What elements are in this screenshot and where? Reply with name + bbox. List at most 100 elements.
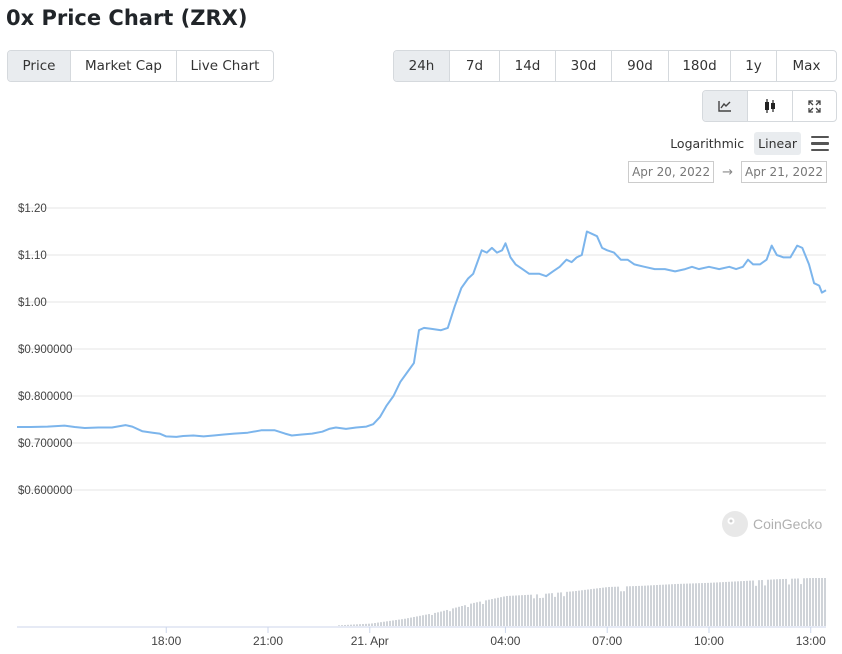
volume-bar xyxy=(626,586,628,626)
tab-market-cap[interactable]: Market Cap xyxy=(71,51,177,81)
volume-bar xyxy=(611,586,613,626)
hamburger-menu-icon[interactable] xyxy=(811,135,829,152)
volume-bar xyxy=(506,595,508,626)
volume-bar xyxy=(422,615,424,626)
date-from-input[interactable]: Apr 20, 2022 xyxy=(628,161,715,183)
candlestick-icon xyxy=(765,99,775,113)
range-14d[interactable]: 14d xyxy=(500,51,556,81)
volume-bar xyxy=(359,624,361,626)
volume-bar xyxy=(716,582,718,626)
axis-labels: $1.20 $1.10 $1.00 $0.900000 $0.800000 $0.7000… xyxy=(18,203,826,648)
tab-price[interactable]: Price xyxy=(8,51,71,81)
volume-bar xyxy=(428,614,430,626)
volume-bar xyxy=(620,591,622,626)
volume-bar xyxy=(398,619,400,626)
volume-bar xyxy=(818,578,820,626)
range-180d[interactable]: 180d xyxy=(669,51,731,81)
volume-bar xyxy=(800,584,802,626)
volume-bar xyxy=(638,585,640,626)
volume-bar xyxy=(371,623,373,626)
volume-bar xyxy=(788,584,790,626)
volume-bar xyxy=(527,594,529,626)
volume-bar xyxy=(368,623,370,626)
volume-bar xyxy=(341,625,343,626)
volume-bar xyxy=(785,578,787,626)
volume-bar xyxy=(380,622,382,626)
volume-bar xyxy=(671,584,673,626)
range-7d[interactable]: 7d xyxy=(450,51,500,81)
volume-bar xyxy=(659,584,661,626)
volume-bar xyxy=(629,586,631,626)
volume-bar xyxy=(602,587,604,626)
volume-bar xyxy=(668,584,670,626)
volume-bar xyxy=(746,580,748,626)
range-1y[interactable]: 1y xyxy=(731,51,777,81)
volume-bar xyxy=(383,621,385,626)
volume-bar xyxy=(461,605,463,626)
volume-bar xyxy=(815,578,817,626)
volume-bar xyxy=(440,611,442,626)
volume-bar xyxy=(782,579,784,626)
volume-bar xyxy=(569,591,571,626)
volume-bar xyxy=(425,614,427,626)
volume-bar xyxy=(713,582,715,626)
volume-bar xyxy=(743,580,745,626)
y-tick-label: $0.900000 xyxy=(18,344,72,356)
volume-bar xyxy=(749,580,751,626)
candlestick-button[interactable] xyxy=(748,91,793,121)
volume-bar xyxy=(806,578,808,626)
volume-bar xyxy=(650,585,652,626)
line-chart-button[interactable] xyxy=(703,91,748,121)
linear-toggle[interactable]: Linear xyxy=(754,132,801,155)
volume-bar xyxy=(710,582,712,626)
volume-bar xyxy=(722,582,724,626)
date-arrow: → xyxy=(722,164,733,180)
range-30d[interactable]: 30d xyxy=(556,51,612,81)
volume-bars xyxy=(338,578,826,626)
volume-bar xyxy=(791,578,793,626)
page-title: 0x Price Chart (ZRX) xyxy=(6,6,248,30)
volume-bar xyxy=(608,586,610,626)
x-tick-label: 18:00 xyxy=(151,634,181,648)
date-to-input[interactable]: Apr 21, 2022 xyxy=(740,161,827,183)
volume-bar xyxy=(353,624,355,626)
range-max[interactable]: Max xyxy=(792,58,821,74)
volume-bar xyxy=(431,614,433,626)
volume-bar xyxy=(665,584,667,626)
range-24h[interactable]: 24h xyxy=(394,51,450,81)
volume-bar xyxy=(605,587,607,626)
tab-live-chart[interactable]: Live Chart xyxy=(190,58,260,74)
volume-bar xyxy=(572,591,574,626)
volume-bar xyxy=(350,624,352,626)
line-chart-icon xyxy=(718,101,731,112)
volume-bar xyxy=(488,599,490,626)
coingecko-watermark: CoinGecko xyxy=(722,511,822,537)
volume-bar xyxy=(536,594,538,626)
volume-bar xyxy=(770,579,772,626)
volume-bar xyxy=(695,583,697,626)
volume-bar xyxy=(677,583,679,626)
x-tick-label: 21. Apr xyxy=(351,634,389,648)
volume-bar xyxy=(707,582,709,626)
volume-bar xyxy=(587,589,589,626)
fullscreen-button[interactable] xyxy=(793,91,836,121)
volume-bar xyxy=(635,586,637,626)
logarithmic-toggle[interactable]: Logarithmic xyxy=(670,136,745,151)
volume-bar xyxy=(455,607,457,626)
volume-bar xyxy=(485,600,487,626)
volume-bar xyxy=(731,581,733,626)
volume-bar xyxy=(458,606,460,626)
volume-bar xyxy=(479,601,481,626)
volume-bar xyxy=(497,597,499,626)
volume-bar xyxy=(740,581,742,626)
y-tick-label: $1.00 xyxy=(18,297,47,309)
date-range: Apr 20, 2022 → Apr 21, 2022 xyxy=(628,161,827,183)
volume-bar xyxy=(437,612,439,626)
range-90d[interactable]: 90d xyxy=(612,51,669,81)
volume-bar xyxy=(377,622,379,626)
volume-bar xyxy=(662,584,664,626)
volume-bar xyxy=(692,583,694,626)
volume-bar xyxy=(539,598,541,626)
volume-bar xyxy=(548,593,550,626)
volume-bar xyxy=(389,620,391,626)
